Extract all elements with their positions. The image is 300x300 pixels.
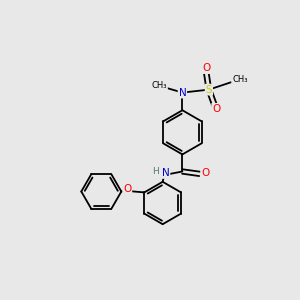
Text: H: H: [152, 167, 159, 176]
Text: N: N: [162, 168, 170, 178]
Text: CH₃: CH₃: [152, 81, 167, 90]
Text: O: O: [201, 168, 209, 178]
Text: O: O: [123, 184, 131, 194]
Text: O: O: [202, 63, 211, 73]
Text: N: N: [178, 88, 186, 98]
Text: CH₃: CH₃: [232, 75, 248, 84]
Text: O: O: [212, 104, 220, 114]
Text: S: S: [206, 85, 212, 94]
